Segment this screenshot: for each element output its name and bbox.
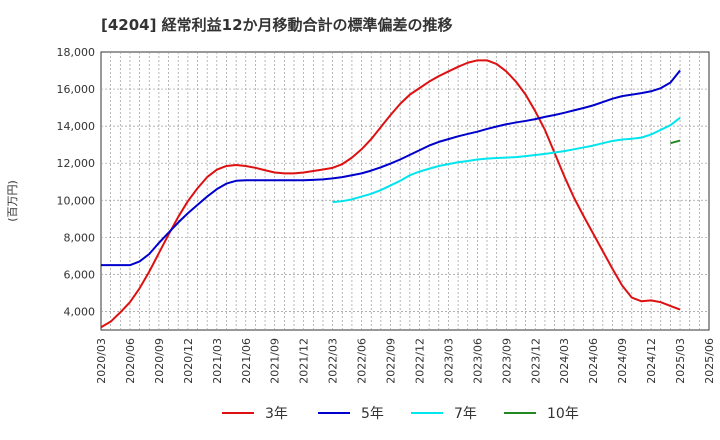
x-tick-label: 2024/06 bbox=[587, 338, 600, 384]
legend-label-1: 5年 bbox=[361, 406, 384, 422]
y-tick-label: 8,000 bbox=[64, 231, 96, 244]
legend-label-2: 7年 bbox=[454, 406, 477, 422]
x-tick-label: 2021/06 bbox=[240, 338, 253, 384]
x-tick-label: 2022/03 bbox=[327, 338, 340, 384]
y-tick-label: 6,000 bbox=[64, 268, 96, 281]
y-tick-label: 18,000 bbox=[57, 46, 96, 59]
y-tick-label: 4,000 bbox=[64, 305, 96, 318]
x-tick-label: 2023/06 bbox=[471, 338, 484, 384]
plot-frame bbox=[100, 51, 710, 331]
x-tick-label: 2021/09 bbox=[269, 338, 282, 384]
x-tick-label: 2024/03 bbox=[558, 338, 571, 384]
legend-label-0: 3年 bbox=[265, 406, 288, 422]
x-tick-label: 2022/12 bbox=[413, 338, 426, 384]
x-tick-label: 2020/03 bbox=[95, 338, 108, 384]
x-tick-label: 2023/09 bbox=[500, 338, 513, 384]
plot-area: 4,000 6,000 8,000 10,000 12,000 14,000 16,000 1… bbox=[57, 46, 717, 384]
x-tick-label: 2023/12 bbox=[529, 338, 542, 384]
x-tick-label: 2021/12 bbox=[298, 338, 311, 384]
x-tick-label: 2023/03 bbox=[442, 338, 455, 384]
series-line-2 bbox=[332, 116, 681, 204]
y-tick-label: 12,000 bbox=[57, 157, 96, 170]
y-tick-label: 10,000 bbox=[57, 194, 96, 207]
x-tick-label: 2020/06 bbox=[124, 338, 137, 384]
y-tick-label: 14,000 bbox=[57, 120, 96, 133]
x-tick-label: 2020/09 bbox=[153, 338, 166, 384]
x-tick-label: 2024/12 bbox=[645, 338, 658, 384]
x-tick-label: 2021/03 bbox=[211, 338, 224, 384]
series-line-3 bbox=[670, 139, 681, 145]
x-tick-label: 2025/06 bbox=[703, 338, 716, 384]
series-line-1 bbox=[101, 69, 681, 267]
x-tick-label: 2024/09 bbox=[616, 338, 629, 384]
x-tick-label: 2020/12 bbox=[182, 338, 195, 384]
x-tick-label: 2022/09 bbox=[385, 338, 398, 384]
y-axis-label: (百万円) bbox=[6, 180, 19, 222]
series-line-0 bbox=[100, 59, 681, 329]
x-tick-label: 2022/06 bbox=[356, 338, 369, 384]
y-tick-label: 16,000 bbox=[57, 83, 96, 96]
chart-title: [4204] 経常利益12か月移動合計の標準偏差の推移 bbox=[101, 16, 453, 34]
legend-label-3: 10年 bbox=[547, 406, 579, 422]
legend: 3年 5年 7年 10年 bbox=[222, 406, 579, 422]
x-tick-label: 2025/03 bbox=[674, 338, 687, 384]
